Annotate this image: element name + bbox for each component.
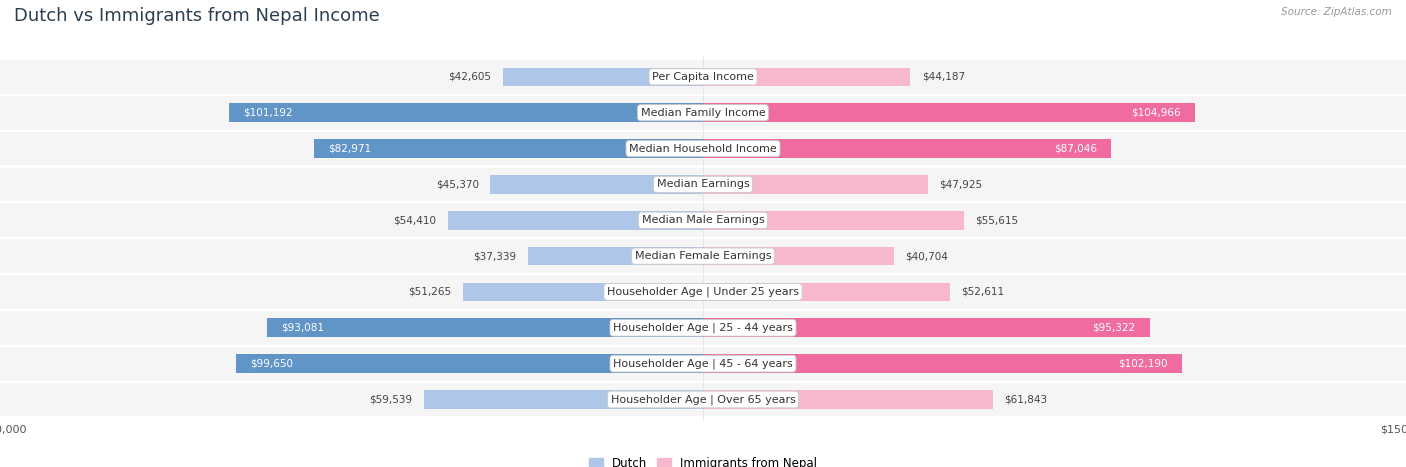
- Text: Median Household Income: Median Household Income: [628, 143, 778, 154]
- Text: $99,650: $99,650: [250, 359, 292, 368]
- Text: Median Family Income: Median Family Income: [641, 108, 765, 118]
- Text: $101,192: $101,192: [243, 108, 292, 118]
- Bar: [529, 247, 703, 265]
- Bar: [703, 139, 1111, 158]
- Bar: [0, 168, 1406, 201]
- Text: $61,843: $61,843: [1004, 395, 1047, 404]
- Text: $52,611: $52,611: [962, 287, 1004, 297]
- Text: $102,190: $102,190: [1118, 359, 1168, 368]
- Bar: [236, 354, 703, 373]
- Bar: [0, 239, 1406, 273]
- Text: $47,925: $47,925: [939, 179, 983, 190]
- Text: $37,339: $37,339: [474, 251, 516, 261]
- Bar: [0, 96, 1406, 129]
- Text: $93,081: $93,081: [281, 323, 323, 333]
- Text: $40,704: $40,704: [905, 251, 949, 261]
- Text: $54,410: $54,410: [394, 215, 436, 225]
- Bar: [491, 175, 703, 194]
- Text: $45,370: $45,370: [436, 179, 478, 190]
- Bar: [314, 139, 703, 158]
- Text: $104,966: $104,966: [1132, 108, 1181, 118]
- Text: $87,046: $87,046: [1054, 143, 1097, 154]
- Bar: [703, 354, 1182, 373]
- Text: Per Capita Income: Per Capita Income: [652, 72, 754, 82]
- Bar: [425, 390, 703, 409]
- Text: Householder Age | Under 25 years: Householder Age | Under 25 years: [607, 287, 799, 297]
- Text: $95,322: $95,322: [1092, 323, 1136, 333]
- Bar: [0, 382, 1406, 417]
- Bar: [703, 318, 1150, 337]
- Text: Householder Age | 25 - 44 years: Householder Age | 25 - 44 years: [613, 323, 793, 333]
- Bar: [0, 275, 1406, 309]
- Bar: [703, 103, 1195, 122]
- Bar: [703, 68, 910, 86]
- Bar: [0, 132, 1406, 165]
- Text: Source: ZipAtlas.com: Source: ZipAtlas.com: [1281, 7, 1392, 17]
- Bar: [703, 390, 993, 409]
- Text: Householder Age | 45 - 64 years: Householder Age | 45 - 64 years: [613, 358, 793, 369]
- Text: $55,615: $55,615: [976, 215, 1018, 225]
- Bar: [703, 175, 928, 194]
- Legend: Dutch, Immigrants from Nepal: Dutch, Immigrants from Nepal: [583, 452, 823, 467]
- Bar: [703, 211, 963, 230]
- Text: Median Earnings: Median Earnings: [657, 179, 749, 190]
- Text: Median Male Earnings: Median Male Earnings: [641, 215, 765, 225]
- Bar: [703, 283, 949, 301]
- Text: $82,971: $82,971: [328, 143, 371, 154]
- Text: $59,539: $59,539: [370, 395, 412, 404]
- Bar: [463, 283, 703, 301]
- Bar: [267, 318, 703, 337]
- Bar: [0, 311, 1406, 345]
- Text: Householder Age | Over 65 years: Householder Age | Over 65 years: [610, 394, 796, 405]
- Text: Dutch vs Immigrants from Nepal Income: Dutch vs Immigrants from Nepal Income: [14, 7, 380, 25]
- Bar: [449, 211, 703, 230]
- Bar: [703, 247, 894, 265]
- Text: $44,187: $44,187: [922, 72, 965, 82]
- Bar: [0, 204, 1406, 237]
- Bar: [0, 60, 1406, 94]
- Bar: [0, 347, 1406, 381]
- Text: $51,265: $51,265: [408, 287, 451, 297]
- Bar: [229, 103, 703, 122]
- Bar: [503, 68, 703, 86]
- Text: Median Female Earnings: Median Female Earnings: [634, 251, 772, 261]
- Text: $42,605: $42,605: [449, 72, 492, 82]
